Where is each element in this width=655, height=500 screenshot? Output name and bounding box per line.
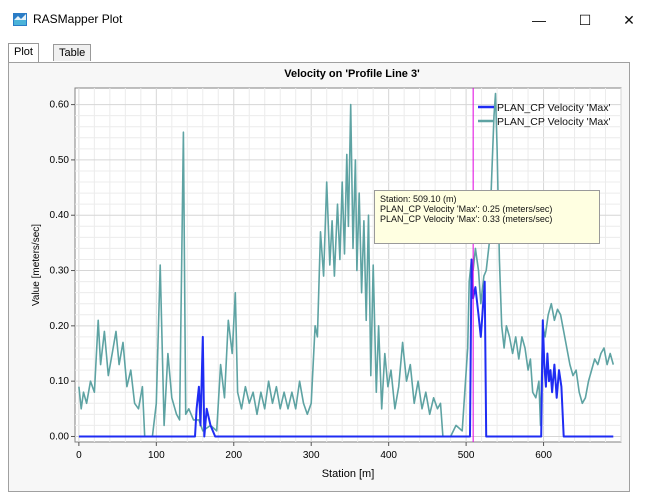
x-tick-label: 0 bbox=[76, 450, 82, 461]
tab-plot-label: Plot bbox=[14, 46, 33, 58]
window-titlebar: RASMapper Plot — ☐ ✕ bbox=[0, 0, 655, 38]
y-tick-label: 0.60 bbox=[50, 100, 70, 111]
y-tick-label: 0.30 bbox=[50, 266, 70, 277]
tab-plot[interactable]: Plot bbox=[8, 43, 39, 62]
maximize-icon: ☐ bbox=[578, 11, 592, 28]
window-title: RASMapper Plot bbox=[33, 12, 123, 26]
close-icon: ✕ bbox=[623, 11, 635, 28]
rasmapper-app-icon bbox=[13, 13, 27, 26]
y-tick-label: 0.10 bbox=[50, 376, 70, 387]
y-tick-label: 0.00 bbox=[50, 431, 70, 442]
series-line-1 bbox=[78, 258, 614, 438]
x-axis-label: Station [m] bbox=[322, 468, 375, 480]
legend-label: PLAN_CP Velocity 'Max' bbox=[497, 116, 611, 128]
y-tick-label: 0.40 bbox=[50, 210, 70, 221]
y-tick-label: 0.20 bbox=[50, 321, 70, 332]
x-tick-label: 200 bbox=[225, 450, 242, 461]
tooltip-station: Station: 509.10 (m) bbox=[380, 194, 457, 204]
x-tick-label: 600 bbox=[535, 450, 552, 461]
minimize-icon: — bbox=[532, 12, 546, 28]
maximize-button[interactable]: ☐ bbox=[562, 6, 608, 34]
x-tick-label: 400 bbox=[380, 450, 397, 461]
series-lines bbox=[78, 92, 615, 438]
tab-table[interactable]: Table bbox=[53, 44, 92, 61]
close-button[interactable]: ✕ bbox=[606, 6, 652, 34]
hover-tooltip: Station: 509.10 (m) PLAN_CP Velocity 'Ma… bbox=[374, 190, 600, 244]
legend-label: PLAN_CP Velocity 'Max' bbox=[497, 102, 611, 114]
tooltip-value-2: PLAN_CP Velocity 'Max': 0.33 (meters/sec… bbox=[380, 214, 553, 224]
series-line-2 bbox=[78, 92, 615, 438]
chart-title: Velocity on 'Profile Line 3' bbox=[284, 68, 420, 80]
tooltip-value-1: PLAN_CP Velocity 'Max': 0.25 (meters/sec… bbox=[380, 204, 553, 214]
minimize-button[interactable]: — bbox=[516, 6, 562, 34]
legend: PLAN_CP Velocity 'Max' PLAN_CP Velocity '… bbox=[478, 102, 611, 128]
x-tick-label: 500 bbox=[458, 450, 475, 461]
x-tick-label: 300 bbox=[303, 450, 320, 461]
axis-ticks: 0 100 200 300 400 500 600 0.00 0.10 0.20 0.30 0.40 0… bbox=[50, 100, 553, 461]
x-tick-label: 100 bbox=[148, 450, 165, 461]
y-tick-label: 0.50 bbox=[50, 155, 70, 166]
tab-table-label: Table bbox=[59, 47, 86, 59]
y-axis-label: Value [meters/sec] bbox=[31, 224, 42, 306]
